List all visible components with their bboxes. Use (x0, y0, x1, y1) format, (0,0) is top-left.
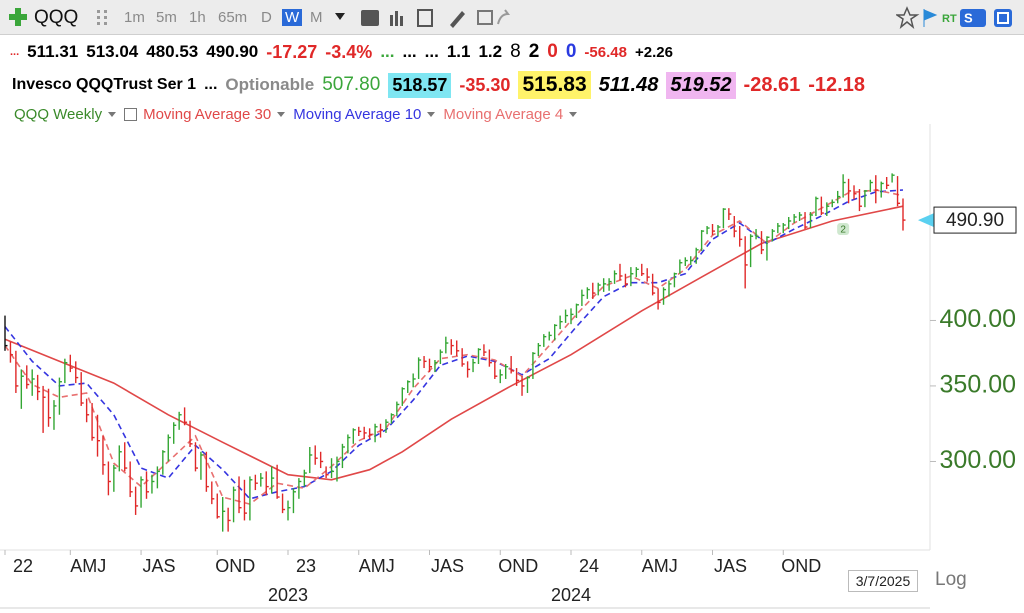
interval-button[interactable]: D (261, 9, 272, 26)
interval-button[interactable]: 1h (189, 9, 206, 26)
quote-field: -56.48 (584, 43, 627, 61)
name-field: Invesco QQQTrust Ser 1 (12, 76, 197, 93)
price-pointer (918, 213, 934, 228)
name-field: -35.30 (459, 74, 511, 95)
name-field: -28.61 (743, 73, 801, 96)
quote-field: 490.90 (206, 42, 259, 61)
interval-button[interactable]: W (282, 9, 303, 26)
price-tag-label: 490.90 (946, 210, 1004, 231)
dropdown[interactable] (108, 111, 117, 117)
legend-item[interactable]: QQQ Weekly (14, 105, 103, 123)
interval-button[interactable]: 1m (124, 9, 145, 26)
dropdown[interactable] (569, 111, 578, 117)
legend: QQQ Weekly Moving Average 30 Moving Averag… (0, 104, 810, 124)
quote-field: ... (10, 46, 20, 58)
x-tick-label: 22 (13, 556, 33, 576)
quote-row: ... 511.31 513.04 480.53 490.90 -17.27 -3.4%..… (0, 40, 681, 64)
svg-text:S: S (964, 10, 973, 25)
dropdown[interactable] (427, 111, 436, 117)
year-label: 2024 (551, 585, 591, 605)
toolbar: QQQ 1m 5m 1h 65m D W M RT S (0, 0, 1024, 35)
x-tick-label: OND (498, 556, 538, 576)
x-tick-label: OND (215, 556, 255, 576)
quote-field: 8 (510, 41, 521, 62)
price-tag-box (933, 206, 1017, 234)
name-field: 507.80 (322, 74, 381, 95)
x-tick-label: 24 (579, 556, 599, 576)
svg-text:RT: RT (942, 13, 957, 25)
dropdown[interactable] (277, 111, 286, 117)
quote-field: ... (380, 42, 395, 61)
quote-field: 0 (547, 41, 558, 62)
quote-field: 513.04 (86, 42, 139, 61)
interval-button[interactable]: 5m (156, 9, 177, 26)
plot-area (0, 124, 930, 550)
legend-item[interactable]: Moving Average 10 (293, 105, 422, 123)
y-tick-label: 350.00 (940, 371, 1016, 399)
grip (97, 10, 107, 25)
name-field: 515.83 (518, 71, 591, 99)
date-box: 3/7/2025 (848, 570, 918, 592)
x-tick-label: OND (781, 556, 821, 576)
name-field: Optionable (225, 75, 315, 94)
quote-field: 1.1 (446, 42, 471, 61)
x-tick-label: AMJ (70, 556, 106, 576)
y-tick-label: 400.00 (940, 305, 1016, 333)
legend-item[interactable]: Moving Average 30 (143, 105, 272, 123)
interval-button[interactable]: 65m (218, 9, 248, 26)
legend-item[interactable]: Moving Average 4 (443, 105, 564, 123)
y-tick-label: 300.00 (940, 446, 1016, 474)
name-row: Invesco QQQTrust Ser 1... Optionable 507.8… (0, 70, 873, 100)
symbol[interactable]: QQQ (34, 7, 79, 28)
add-icon[interactable] (8, 7, 28, 27)
x-tick-label: AMJ (642, 556, 678, 576)
log-button[interactable]: Log (935, 569, 967, 590)
name-field: 511.48 (598, 73, 659, 96)
grid-icon[interactable] (124, 107, 138, 121)
interval-button[interactable]: M (310, 9, 323, 26)
moving-average-line (4, 189, 904, 505)
x-tick-label: JAS (714, 556, 747, 576)
quote-field: ... (424, 42, 439, 61)
moving-average-line (4, 205, 904, 481)
right-icons[interactable]: RT S (896, 6, 1018, 30)
x-tick-label: JAS (143, 556, 176, 576)
x-tick-label: AMJ (359, 556, 395, 576)
quote-field: -17.27 (266, 41, 318, 62)
quote-field: ... (402, 42, 417, 61)
quote-field: 2 (528, 41, 540, 62)
tool-icons[interactable] (360, 7, 510, 29)
quote-field: 511.31 (27, 42, 79, 61)
x-tick-label: 23 (296, 556, 316, 576)
name-field: 519.52 (666, 71, 736, 99)
name-field: -12.18 (808, 73, 865, 96)
name-field: 518.57 (388, 72, 452, 98)
quote-field: 1.2 (478, 42, 503, 61)
year-label: 2023 (268, 585, 308, 605)
x-tick-label: JAS (431, 556, 464, 576)
marker-label: 2 (840, 225, 846, 236)
quote-field: -3.4% (325, 41, 373, 62)
quote-field: +2.26 (634, 43, 673, 61)
quote-field: 0 (565, 41, 577, 62)
name-field: ... (204, 76, 218, 93)
marker-badge (837, 223, 850, 236)
quote-field: 480.53 (146, 42, 199, 61)
dropdown[interactable] (334, 12, 346, 22)
